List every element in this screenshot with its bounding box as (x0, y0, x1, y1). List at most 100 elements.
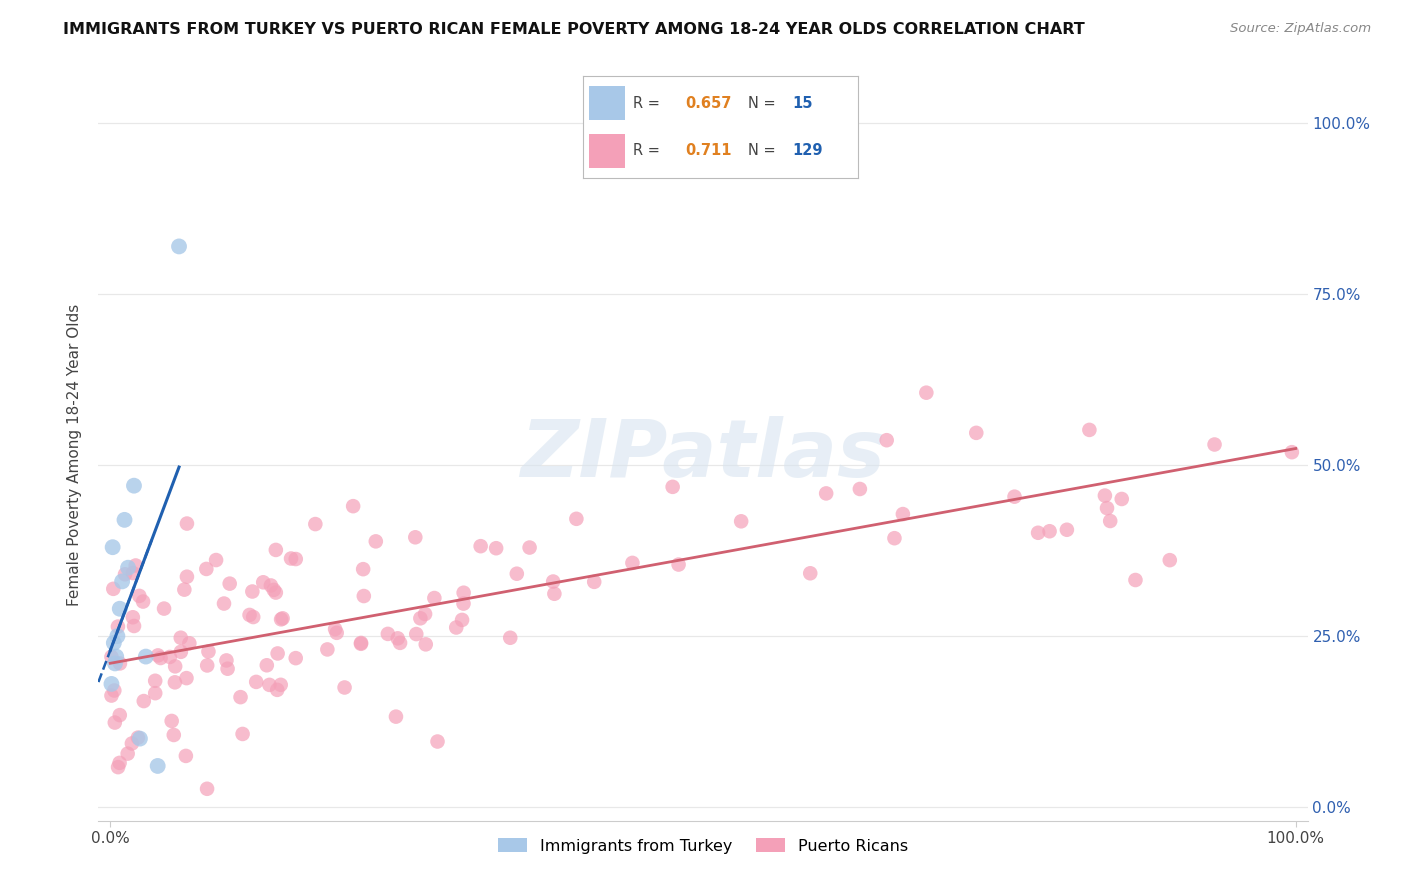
Text: 0.657: 0.657 (685, 96, 731, 111)
Point (108, 601, 131, 615)
Point (218, 576, 240, 591)
Point (413, 607, 436, 621)
Point (565, 512, 588, 526)
Point (108, 657, 131, 671)
Point (108, 756, 131, 770)
Text: ZIPatlas: ZIPatlas (520, 416, 886, 494)
Point (621, 556, 644, 570)
Point (352, 562, 374, 576)
Point (883, 531, 905, 545)
Point (104, 715, 127, 730)
Point (100, 649, 122, 664)
Point (132, 694, 155, 708)
Point (107, 619, 129, 633)
Point (304, 517, 326, 532)
Point (167, 239, 190, 253)
Point (444, 620, 467, 634)
Point (316, 642, 339, 657)
Point (271, 611, 294, 625)
Point (117, 560, 139, 574)
Point (104, 657, 127, 671)
Point (323, 622, 346, 636)
Point (128, 589, 150, 603)
Point (364, 534, 387, 549)
Text: 0.711: 0.711 (685, 144, 731, 158)
Point (242, 610, 264, 624)
Point (125, 558, 148, 573)
Point (108, 708, 131, 723)
Point (499, 631, 522, 645)
Point (541, 574, 564, 589)
Point (385, 709, 408, 723)
Point (387, 632, 409, 646)
Point (132, 594, 155, 608)
Point (159, 649, 181, 664)
Point (815, 486, 838, 500)
Point (1281, 445, 1303, 459)
Point (470, 539, 492, 553)
Point (876, 434, 898, 448)
Point (143, 686, 166, 700)
Point (668, 558, 690, 572)
Point (114, 513, 136, 527)
Point (107, 760, 129, 774)
Y-axis label: Female Poverty Among 18-24 Year Olds: Female Poverty Among 18-24 Year Olds (67, 304, 83, 606)
Point (453, 597, 475, 611)
Point (264, 585, 287, 599)
Text: 15: 15 (792, 96, 813, 111)
Point (176, 570, 198, 584)
Point (217, 662, 239, 676)
Point (333, 681, 356, 695)
Text: Source: ZipAtlas.com: Source: ZipAtlas.com (1230, 22, 1371, 36)
Point (195, 781, 218, 796)
Point (543, 587, 565, 601)
Text: IMMIGRANTS FROM TURKEY VS PUERTO RICAN FEMALE POVERTY AMONG 18-24 YEAR OLDS CORR: IMMIGRANTS FROM TURKEY VS PUERTO RICAN F… (63, 22, 1085, 37)
Point (1095, 501, 1118, 516)
Point (519, 541, 541, 555)
Point (1099, 514, 1122, 528)
Point (176, 516, 198, 531)
Point (117, 747, 139, 761)
Point (205, 553, 228, 567)
Point (111, 574, 134, 589)
Point (1094, 489, 1116, 503)
Point (1038, 524, 1060, 539)
Text: R =: R = (633, 96, 659, 111)
Point (122, 566, 145, 580)
Point (260, 578, 283, 592)
Point (1004, 490, 1026, 504)
Point (153, 601, 176, 615)
Point (849, 482, 872, 496)
Point (325, 625, 347, 640)
Point (122, 478, 145, 492)
Point (353, 589, 375, 603)
Point (404, 530, 426, 544)
Point (122, 619, 145, 633)
Point (114, 567, 136, 582)
Point (143, 673, 166, 688)
Point (1078, 423, 1101, 437)
Point (103, 636, 125, 650)
Point (103, 582, 125, 596)
Point (263, 582, 285, 597)
Point (127, 731, 149, 745)
Point (149, 651, 172, 665)
Point (451, 613, 474, 627)
Point (100, 689, 122, 703)
Point (121, 736, 143, 750)
Point (284, 552, 307, 566)
Point (453, 585, 475, 599)
Point (232, 727, 254, 741)
Point (1125, 573, 1147, 587)
Text: N =: N = (748, 144, 776, 158)
Point (179, 636, 201, 650)
Point (103, 683, 125, 698)
Point (1026, 525, 1049, 540)
Point (1056, 523, 1078, 537)
Point (173, 582, 195, 597)
Point (239, 607, 262, 622)
Point (252, 575, 274, 590)
Point (229, 690, 252, 705)
Point (105, 649, 128, 664)
Point (264, 543, 287, 558)
